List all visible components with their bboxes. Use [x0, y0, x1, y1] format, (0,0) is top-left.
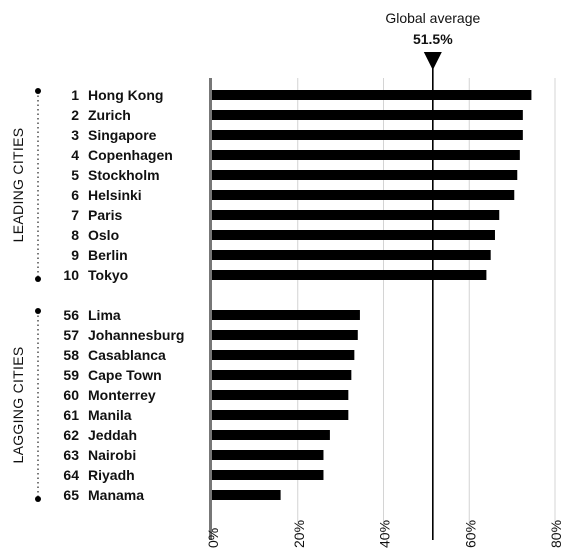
rank-label: 7: [71, 207, 79, 223]
rank-label: 57: [63, 327, 79, 343]
global-average-value: 51.5%: [413, 31, 453, 47]
bar: [212, 490, 281, 500]
rank-label: 58: [63, 347, 79, 363]
x-tick-label: 0%: [205, 528, 221, 548]
city-label: Singapore: [88, 127, 157, 143]
bar: [212, 450, 324, 460]
bar: [212, 210, 500, 220]
bar: [212, 470, 324, 480]
global-average-marker: Global average 51.5%: [385, 10, 480, 540]
city-label: Lima: [88, 307, 121, 323]
city-label: Stockholm: [88, 167, 160, 183]
city-label: Johannesburg: [88, 327, 184, 343]
city-label: Hong Kong: [88, 87, 163, 103]
group-label: LEADING CITIES: [10, 128, 26, 243]
rank-label: 63: [63, 447, 79, 463]
group-bracket-dot: [35, 496, 41, 502]
group-bracket-dot: [35, 88, 41, 94]
bar: [212, 250, 491, 260]
bar: [212, 90, 532, 100]
city-label: Casablanca: [88, 347, 166, 363]
city-label: Manama: [88, 487, 144, 503]
bar: [212, 330, 358, 340]
bar: [212, 230, 495, 240]
city-label: Cape Town: [88, 367, 162, 383]
city-label: Riyadh: [88, 467, 135, 483]
x-axis-ticks: 0% 20% 40% 60% 80%: [205, 520, 564, 548]
x-tick-label: 40%: [377, 520, 393, 548]
bar: [212, 110, 523, 120]
group-bracket-dot: [35, 276, 41, 282]
city-label: Oslo: [88, 227, 119, 243]
row-labels: 1 Hong Kong 2 Zurich 3 Singapore 4 Copenhagen 5 S…: [63, 87, 184, 503]
city-label: Tokyo: [88, 267, 128, 283]
city-label: Jeddah: [88, 427, 137, 443]
rank-label: 8: [71, 227, 79, 243]
rank-label: 62: [63, 427, 79, 443]
rank-label: 6: [71, 187, 79, 203]
city-label: Berlin: [88, 247, 128, 263]
bar: [212, 130, 523, 140]
group-brackets: LEADING CITIES LAGGING CITIES: [10, 88, 41, 502]
global-average-label: Global average: [385, 10, 480, 26]
city-label: Nairobi: [88, 447, 136, 463]
bar: [212, 430, 330, 440]
global-average-pointer: [423, 52, 442, 70]
group-bracket-dot: [35, 308, 41, 314]
bar: [212, 310, 360, 320]
group-label: LAGGING CITIES: [10, 347, 26, 464]
city-label: Paris: [88, 207, 122, 223]
bar: [212, 270, 487, 280]
city-label: Manila: [88, 407, 132, 423]
bar: [212, 170, 518, 180]
rank-label: 65: [63, 487, 79, 503]
rank-label: 9: [71, 247, 79, 263]
x-tick-label: 60%: [462, 520, 478, 548]
bar: [212, 410, 349, 420]
rank-label: 64: [63, 467, 79, 483]
rank-label: 61: [63, 407, 79, 423]
city-label: Helsinki: [88, 187, 142, 203]
x-tick-label: 20%: [291, 520, 307, 548]
city-label: Copenhagen: [88, 147, 173, 163]
x-tick-label: 80%: [548, 520, 564, 548]
rank-label: 59: [63, 367, 79, 383]
rank-label: 60: [63, 387, 79, 403]
rank-label: 1: [71, 87, 79, 103]
bar: [212, 350, 355, 360]
bar: [212, 370, 352, 380]
city-label: Zurich: [88, 107, 131, 123]
bar: [212, 190, 515, 200]
rank-label: 5: [71, 167, 79, 183]
bar: [212, 150, 520, 160]
rank-label: 56: [63, 307, 79, 323]
rank-label: 3: [71, 127, 79, 143]
rank-label: 10: [63, 267, 79, 283]
rank-label: 2: [71, 107, 79, 123]
city-label: Monterrey: [88, 387, 156, 403]
bars: [212, 90, 532, 500]
rank-label: 4: [71, 147, 79, 163]
bar: [212, 390, 349, 400]
